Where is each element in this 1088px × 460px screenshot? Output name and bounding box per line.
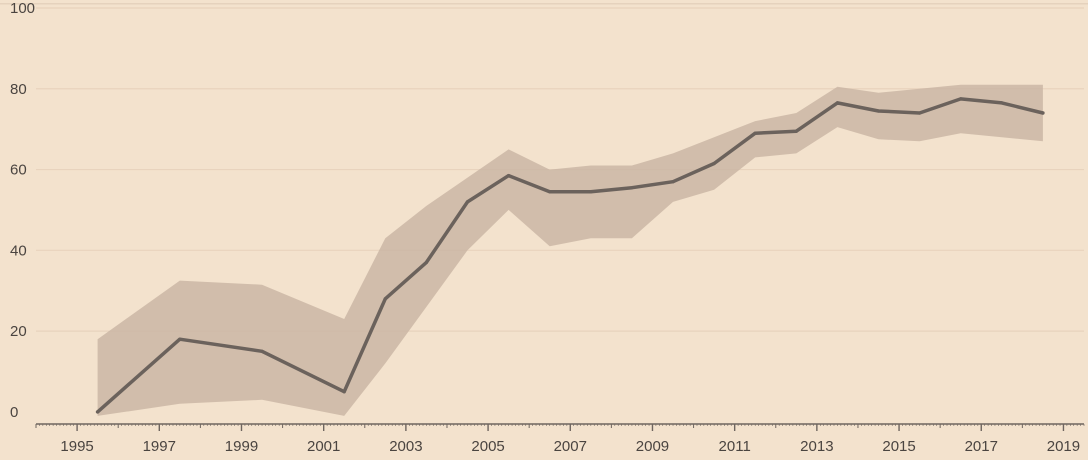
data-point-12 xyxy=(712,161,716,166)
data-point-0 xyxy=(96,410,100,414)
x-tick-label-2001: 2001 xyxy=(307,438,340,455)
x-tick-label-2011: 2011 xyxy=(719,438,751,455)
data-point-4 xyxy=(383,297,387,301)
data-point-20 xyxy=(1041,111,1045,115)
data-point-9 xyxy=(589,190,593,194)
x-tick-label-1995: 1995 xyxy=(60,438,93,455)
x-axis xyxy=(35,423,1085,431)
series-line-layer xyxy=(95,97,1045,414)
x-axis-tick-labels: 1995 1997 1999 2001 2003 2005 2007 2009 2011 2013… xyxy=(60,438,1080,455)
y-tick-label-40: 40 xyxy=(10,242,27,259)
data-point-1 xyxy=(178,337,182,341)
data-point-6 xyxy=(465,200,470,204)
x-tick-label-2005: 2005 xyxy=(471,438,504,455)
data-point-18 xyxy=(959,97,963,101)
data-point-19 xyxy=(1000,101,1004,105)
confidence-band-layer xyxy=(97,84,1043,416)
data-point-17 xyxy=(918,111,922,115)
data-point-15 xyxy=(835,101,840,105)
data-point-7 xyxy=(507,174,511,178)
chart-top-border xyxy=(0,3,1088,5)
data-point-11 xyxy=(671,180,675,184)
confidence-band xyxy=(97,84,1043,416)
data-point-5 xyxy=(424,260,428,264)
data-point-14 xyxy=(794,129,798,133)
y-tick-label-0: 0 xyxy=(10,404,18,421)
data-point-13 xyxy=(753,131,757,135)
x-tick-label-1999: 1999 xyxy=(225,438,258,455)
x-tick-label-2017: 2017 xyxy=(965,438,998,455)
data-point-2 xyxy=(260,349,264,353)
data-point-3 xyxy=(342,390,346,394)
x-tick-label-2009: 2009 xyxy=(636,438,669,455)
x-tick-label-2007: 2007 xyxy=(554,438,587,455)
data-point-10 xyxy=(630,186,634,190)
data-point-8 xyxy=(548,190,552,194)
y-tick-label-60: 60 xyxy=(10,162,27,179)
y-tick-label-20: 20 xyxy=(10,323,27,340)
data-point-16 xyxy=(876,109,881,113)
x-tick-label-1997: 1997 xyxy=(143,438,176,455)
y-axis-tick-labels: 0 20 40 60 80 100 xyxy=(10,0,35,421)
y-tick-label-100: 100 xyxy=(10,0,35,17)
y-tick-label-80: 80 xyxy=(10,81,27,98)
x-tick-label-2019: 2019 xyxy=(1047,438,1080,455)
x-tick-label-2013: 2013 xyxy=(800,438,833,455)
x-tick-label-2003: 2003 xyxy=(389,438,422,455)
x-tick-label-2015: 2015 xyxy=(882,438,915,455)
